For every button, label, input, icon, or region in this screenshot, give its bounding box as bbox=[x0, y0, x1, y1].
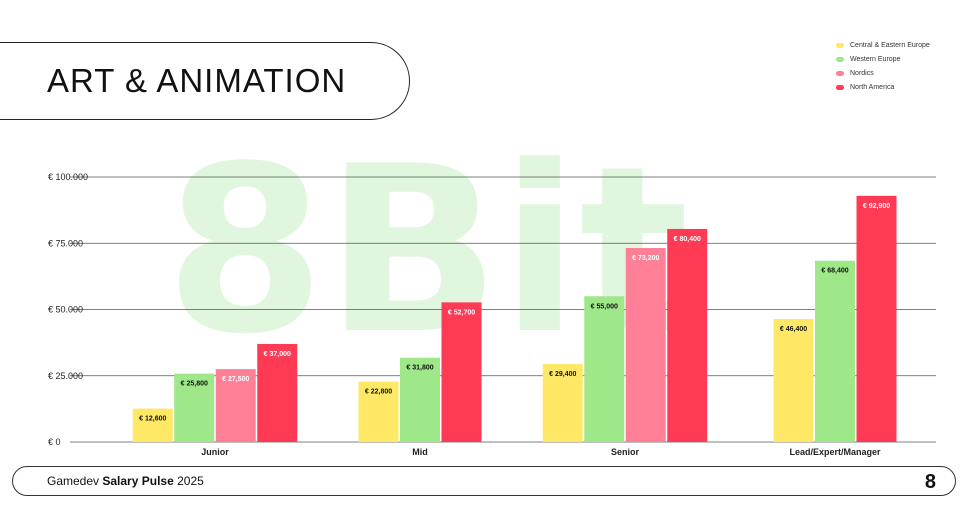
bar bbox=[815, 260, 855, 442]
bar bbox=[400, 357, 440, 442]
legend-item: Western Europe bbox=[836, 52, 930, 66]
page-title: ART & ANIMATION bbox=[47, 62, 347, 99]
y-tick-label: € 100.000 bbox=[48, 172, 88, 182]
footer-prefix: Gamedev bbox=[47, 474, 100, 488]
data-label: € 55,000 bbox=[591, 303, 618, 310]
bar bbox=[856, 195, 897, 442]
data-label: € 25,800 bbox=[181, 381, 208, 388]
footer-bold: Salary Pulse bbox=[102, 474, 174, 488]
x-tick-label: Junior bbox=[201, 447, 229, 457]
data-label: € 80,400 bbox=[674, 236, 701, 243]
x-tick-label: Senior bbox=[611, 447, 640, 457]
bar bbox=[257, 343, 298, 442]
x-tick-label: Mid bbox=[412, 447, 428, 457]
bar bbox=[215, 369, 256, 442]
legend-item: North America bbox=[836, 80, 930, 94]
bar bbox=[132, 408, 173, 442]
bar bbox=[773, 319, 814, 442]
legend-label: Nordics bbox=[850, 69, 874, 77]
data-label: € 52,700 bbox=[448, 309, 475, 316]
data-label: € 29,400 bbox=[549, 371, 576, 378]
data-label: € 22,800 bbox=[365, 389, 392, 396]
legend-swatch bbox=[836, 42, 844, 48]
y-tick-label: € 50.000 bbox=[48, 305, 83, 315]
bar bbox=[584, 296, 625, 442]
data-label: € 73,200 bbox=[632, 255, 659, 262]
bar bbox=[667, 228, 708, 442]
legend: Central & Eastern Europe Western Europe No… bbox=[836, 38, 930, 94]
y-tick-label: € 0 bbox=[48, 437, 61, 447]
bar bbox=[441, 302, 482, 442]
bar-chart: 8Bit€ 0€ 25.000€ 50.000€ 75.000€ 100.000… bbox=[48, 118, 936, 457]
data-label: € 68,400 bbox=[821, 268, 848, 275]
legend-label: Central & Eastern Europe bbox=[850, 41, 930, 49]
footer-suffix: 2025 bbox=[177, 474, 204, 488]
y-tick-label: € 75.000 bbox=[48, 238, 83, 248]
x-tick-label: Lead/Expert/Manager bbox=[789, 447, 881, 457]
data-label: € 46,400 bbox=[780, 326, 807, 333]
brand-logo: 8 bbox=[924, 471, 936, 493]
legend-swatch bbox=[836, 56, 844, 62]
legend-item: Nordics bbox=[836, 66, 930, 80]
data-label: € 37,000 bbox=[264, 351, 291, 358]
footer-text: Gamedev Salary Pulse 2025 bbox=[47, 474, 204, 488]
legend-label: Western Europe bbox=[850, 55, 901, 63]
bar bbox=[542, 364, 583, 442]
data-label: € 12,600 bbox=[139, 416, 166, 423]
legend-label: North America bbox=[850, 83, 895, 91]
data-label: € 31,800 bbox=[406, 365, 433, 372]
y-tick-label: € 25.000 bbox=[48, 371, 83, 381]
legend-item: Central & Eastern Europe bbox=[836, 38, 930, 52]
footer-bar bbox=[12, 466, 956, 496]
data-label: € 27,500 bbox=[222, 376, 249, 383]
legend-swatch bbox=[836, 84, 844, 90]
bar bbox=[174, 373, 215, 442]
title-pill bbox=[0, 42, 410, 120]
bar bbox=[625, 248, 666, 442]
bar bbox=[358, 381, 399, 442]
data-label: € 92,900 bbox=[863, 203, 890, 210]
legend-swatch bbox=[836, 70, 844, 76]
